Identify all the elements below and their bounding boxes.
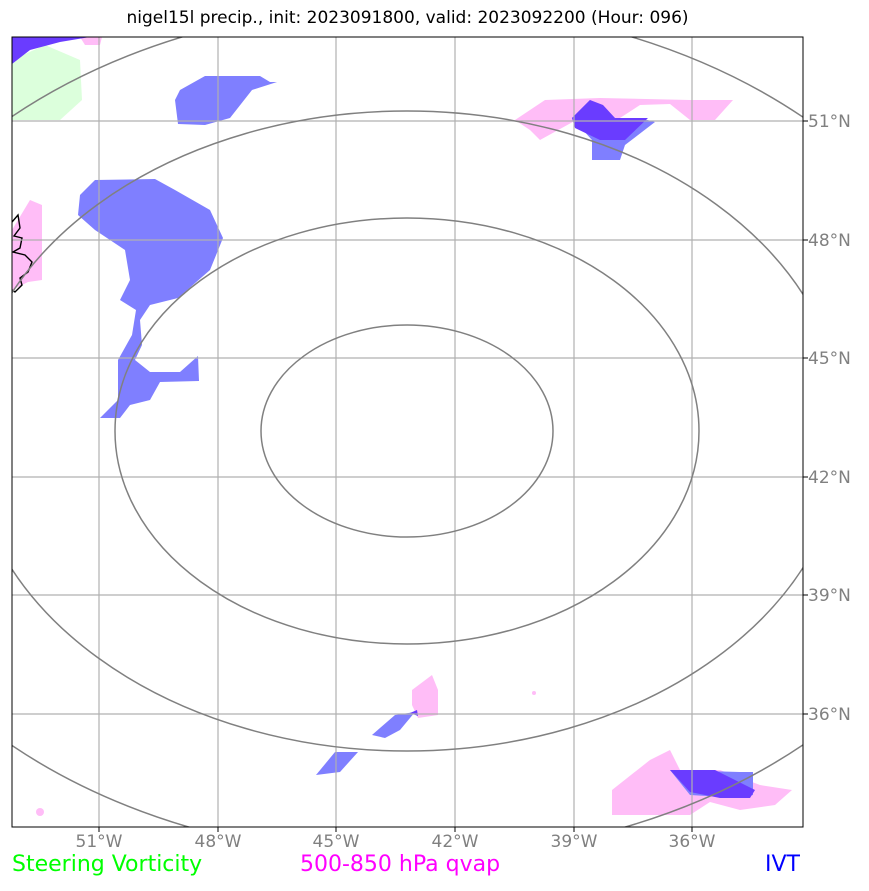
lat-label-36n: 36°N — [808, 705, 851, 725]
gridlines — [12, 37, 803, 827]
legend-qvap: 500-850 hPa qvap — [300, 852, 501, 877]
lon-label-39w: 39°W — [551, 832, 598, 852]
lon-label-51w: 51°W — [76, 832, 123, 852]
lat-label-48n: 48°N — [808, 231, 851, 251]
lon-label-42w: 42°W — [432, 832, 479, 852]
plot-frame — [11, 36, 804, 828]
qvap-regions — [12, 37, 792, 816]
lon-label-36w: 36°W — [669, 832, 716, 852]
vorticity-region — [12, 45, 82, 120]
latitude-ticks — [803, 120, 808, 715]
lon-label-48w: 48°W — [195, 832, 242, 852]
longitude-ticks — [98, 827, 693, 832]
legend-steering-vorticity: Steering Vorticity — [12, 852, 203, 877]
lon-label-45w: 45°W — [313, 832, 360, 852]
lat-label-51n: 51°N — [808, 112, 851, 132]
legend-ivt: IVT — [765, 852, 800, 877]
coastline — [12, 213, 33, 293]
range-rings — [12, 37, 803, 827]
map-title: nigel15l precip., init: 2023091800, vali… — [126, 8, 689, 28]
lat-label-45n: 45°N — [808, 349, 851, 369]
ivt-strong-regions — [12, 37, 755, 798]
lat-label-39n: 39°N — [808, 586, 851, 606]
lat-label-42n: 42°N — [808, 468, 851, 488]
